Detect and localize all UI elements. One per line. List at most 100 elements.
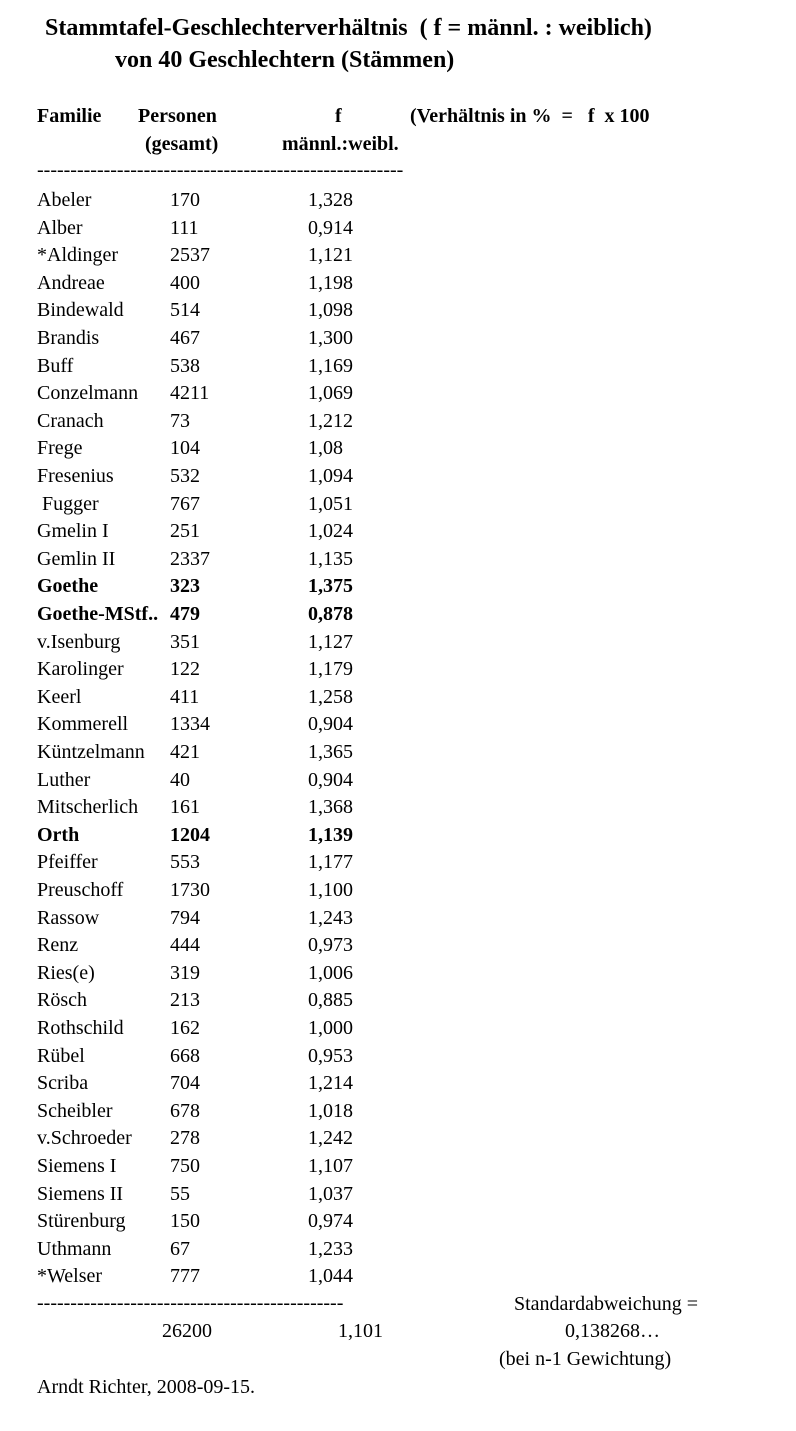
ratio-f: 1,179	[308, 658, 353, 681]
ratio-f: 0,885	[308, 989, 353, 1012]
family-name: Andreae	[37, 271, 105, 294]
persons-count: 532	[170, 465, 200, 487]
header-f: f	[335, 105, 342, 127]
family-name: v.Schroeder	[37, 1127, 132, 1150]
title-line-1: Stammtafel-Geschlechterverhältnis ( f = …	[45, 15, 652, 41]
family-name: Küntzelmann	[37, 741, 145, 763]
ratio-f: 1,094	[308, 465, 353, 487]
persons-count: 2537	[170, 244, 210, 267]
table-row: Uthmann 67 1,233	[0, 1238, 500, 1265]
persons-count: 67	[170, 1237, 190, 1260]
table-row: Siemens I 750 1,107	[0, 1155, 500, 1182]
ratio-f: 1,069	[308, 382, 353, 405]
ratio-f: 1,300	[308, 327, 353, 349]
total-f: 1,101	[338, 1320, 383, 1342]
table-row: Siemens II 55 1,037	[0, 1183, 500, 1210]
family-name: Gmelin I	[37, 520, 109, 543]
ratio-f: 1,169	[308, 354, 353, 377]
persons-count: 1334	[170, 713, 210, 736]
family-name: Bindewald	[37, 299, 124, 322]
ratio-f: 1,233	[308, 1237, 353, 1260]
table-row: Fresenius 532 1,094	[0, 465, 500, 492]
family-name: Scheibler	[37, 1099, 113, 1122]
family-name: Rassow	[37, 906, 100, 929]
ratio-f: 1,006	[308, 961, 353, 984]
family-name: Goethe	[37, 575, 99, 598]
table-row: Conzelmann 4211 1,069	[0, 382, 500, 409]
table-row: Pfeiffer 553 1,177	[0, 851, 500, 878]
family-name: Karolinger	[37, 658, 124, 681]
family-name: *Aldinger	[37, 244, 119, 267]
persons-count: 2337	[170, 547, 210, 570]
persons-count: 73	[170, 409, 190, 432]
header-note: (Verhältnis in % = f x 100	[410, 105, 650, 127]
table-row: Brandis 467 1,300	[0, 327, 500, 354]
persons-count: 553	[170, 851, 200, 874]
header-familie: Familie	[37, 105, 102, 127]
family-name: Preuschoff	[37, 879, 124, 901]
table-row: Rösch 213 0,885	[0, 989, 500, 1016]
ratio-f: 1,375	[308, 575, 353, 598]
stddev-value: 0,138268…	[565, 1320, 660, 1342]
family-name: Siemens I	[37, 1155, 117, 1177]
table-row: Rothschild 162 1,000	[0, 1017, 500, 1044]
family-name: Keerl	[37, 685, 82, 708]
table-row: Kommerell 1334 0,904	[0, 713, 500, 740]
ratio-f: 1,328	[308, 189, 353, 211]
ratio-f: 1,368	[308, 796, 353, 819]
table-row: Ries(e) 319 1,006	[0, 962, 500, 989]
family-name: Fugger	[37, 492, 99, 515]
ratio-f: 1,242	[308, 1127, 353, 1150]
family-name: Brandis	[37, 327, 100, 349]
family-name: Rothschild	[37, 1017, 124, 1039]
table-row: Luther 40 0,904	[0, 769, 500, 796]
header-personen-sub: (gesamt)	[145, 133, 219, 155]
persons-count: 111	[170, 216, 199, 239]
title-line-2: von 40 Geschlechtern (Stämmen)	[115, 47, 455, 73]
family-name: Kommerell	[37, 713, 129, 736]
separator-bottom: ----------------------------------------…	[37, 1293, 344, 1313]
footer-author-date: Arndt Richter, 2008-09-15.	[37, 1376, 256, 1398]
family-name: Gemlin II	[37, 547, 116, 570]
table-row: Renz 444 0,973	[0, 934, 500, 961]
ratio-f: 0,878	[308, 603, 353, 625]
ratio-f: 1,024	[308, 520, 353, 543]
persons-count: 40	[170, 768, 190, 791]
persons-count: 122	[170, 658, 200, 681]
persons-count: 162	[170, 1017, 200, 1039]
table-row: *Aldinger 2537 1,121	[0, 244, 500, 271]
family-name: Luther	[37, 768, 91, 791]
header-personen: Personen	[138, 105, 217, 127]
separator-top: ----------------------------------------…	[37, 160, 404, 180]
table-row: Abeler 170 1,328	[0, 189, 500, 216]
table-row: Preuschoff 1730 1,100	[0, 879, 500, 906]
ratio-f: 0,904	[308, 713, 353, 736]
table-row: Cranach 73 1,212	[0, 410, 500, 437]
table-row: Goethe 323 1,375	[0, 575, 500, 602]
table-row: v.Isenburg 351 1,127	[0, 631, 500, 658]
table-row: Karolinger 122 1,179	[0, 658, 500, 685]
persons-count: 4211	[170, 382, 210, 405]
family-name: Uthmann	[37, 1237, 112, 1260]
table-row: Buff 538 1,169	[0, 355, 500, 382]
table-row: Gmelin I 251 1,024	[0, 520, 500, 547]
ratio-f: 1,198	[308, 271, 353, 294]
persons-count: 514	[170, 299, 200, 322]
ratio-f: 0,973	[308, 934, 353, 957]
persons-count: 104	[170, 437, 200, 460]
persons-count: 170	[170, 189, 200, 211]
ratio-f: 1,044	[308, 1265, 353, 1288]
ratio-f: 0,914	[308, 216, 353, 239]
table-row: Scheibler 678 1,018	[0, 1100, 500, 1127]
family-name: Conzelmann	[37, 382, 139, 405]
persons-count: 444	[170, 934, 200, 957]
ratio-f: 1,214	[308, 1072, 353, 1095]
table-row: *Welser 777 1,044	[0, 1265, 500, 1292]
ratio-f: 1,000	[308, 1017, 353, 1039]
table-row: Alber 111 0,914	[0, 217, 500, 244]
persons-count: 150	[170, 1210, 200, 1233]
family-name: Rübel	[37, 1044, 85, 1067]
persons-count: 1204	[170, 823, 210, 846]
table-row: Scriba 704 1,214	[0, 1072, 500, 1099]
ratio-f: 0,974	[308, 1210, 353, 1233]
